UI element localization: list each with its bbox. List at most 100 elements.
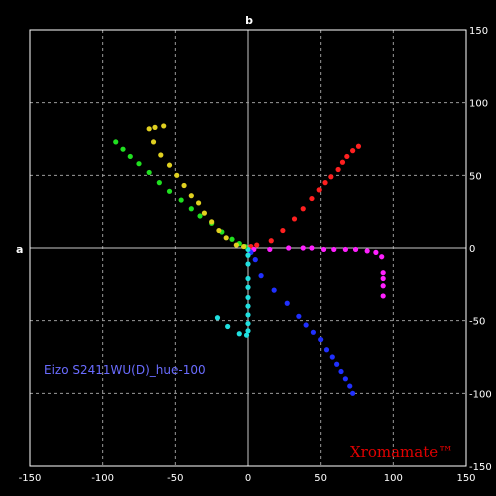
data-point (286, 245, 292, 251)
data-point (243, 332, 250, 338)
x-tick-label: -50 (167, 473, 183, 484)
data-point (323, 347, 330, 353)
y-tick-label: 0 (469, 244, 475, 255)
y-tick-label: 100 (469, 99, 488, 110)
data-point (241, 243, 247, 250)
frame-border (29, 29, 467, 467)
data-point (284, 300, 290, 306)
y-axis-label: b (245, 14, 253, 27)
data-point (296, 313, 302, 319)
data-point (245, 320, 251, 327)
data-point (328, 174, 334, 180)
data-point (271, 287, 277, 293)
data-point (127, 153, 133, 160)
y-tick-label: -100 (469, 389, 492, 400)
data-point (245, 284, 251, 290)
data-point (352, 246, 359, 253)
data-point (236, 331, 242, 337)
data-point (309, 245, 315, 251)
x-tick-label: 50 (314, 473, 327, 484)
data-point (166, 188, 173, 194)
data-point (161, 123, 167, 129)
data-point (342, 246, 348, 253)
data-point (150, 139, 157, 145)
data-point (245, 294, 251, 301)
brand-label: Xromamate™ (350, 443, 453, 461)
y-tick-label: -50 (469, 317, 485, 328)
data-point (197, 213, 203, 219)
data-point (245, 328, 251, 334)
data-point (280, 227, 286, 234)
x-axis-label: a (16, 243, 23, 256)
plot-frame (29, 29, 467, 467)
data-point (245, 252, 251, 258)
data-point (113, 139, 119, 145)
data-point (223, 235, 229, 241)
data-point (146, 126, 152, 132)
data-point (181, 182, 187, 189)
data-point (322, 180, 328, 186)
data-point (373, 249, 379, 255)
data-point (195, 200, 202, 206)
x-tick-label: -100 (91, 473, 114, 484)
data-point (214, 315, 221, 321)
data-point (245, 312, 251, 318)
data-point (245, 275, 251, 282)
data-point (303, 322, 309, 328)
data-point (380, 270, 386, 276)
y-tick-label: 50 (469, 171, 482, 182)
data-point (350, 390, 356, 396)
data-point (320, 246, 327, 253)
data-point (268, 238, 274, 244)
data-point (310, 329, 316, 335)
data-point (188, 193, 194, 199)
data-point (338, 368, 344, 375)
data-point (380, 275, 386, 282)
device-label: Eizo S2411WU(D)_hue-100 (44, 363, 206, 377)
x-tick-label: -150 (19, 473, 42, 484)
data-point (380, 283, 386, 289)
data-points (113, 123, 386, 396)
data-point (216, 227, 222, 234)
data-point (166, 162, 173, 168)
data-point (380, 293, 386, 299)
data-point (379, 254, 385, 260)
data-point (329, 354, 335, 360)
data-point (188, 206, 194, 212)
x-tick-label: 100 (384, 473, 403, 484)
data-point (335, 166, 341, 173)
x-tick-label: 0 (245, 473, 251, 484)
data-point (229, 236, 235, 242)
data-point (316, 187, 322, 193)
data-point (300, 206, 306, 212)
data-point (347, 383, 353, 389)
data-point (245, 261, 251, 267)
data-point (350, 148, 356, 154)
data-point (267, 246, 273, 253)
data-point (342, 376, 348, 382)
data-point (334, 361, 340, 367)
data-point (318, 336, 324, 343)
data-point (152, 124, 158, 130)
data-point (201, 210, 207, 216)
x-tick-label: 150 (456, 473, 475, 484)
data-point (331, 246, 337, 253)
data-point (344, 153, 350, 160)
data-point (120, 146, 126, 152)
data-point (158, 152, 164, 158)
data-point (209, 219, 215, 225)
data-point (233, 242, 239, 248)
data-point (355, 143, 362, 149)
data-point (339, 159, 346, 165)
data-point (178, 197, 184, 203)
data-point (252, 257, 258, 263)
data-point (156, 180, 162, 186)
y-tick-label: -150 (469, 462, 492, 473)
data-point (146, 169, 152, 176)
data-point (225, 323, 231, 330)
data-point (309, 195, 315, 202)
data-point (136, 161, 142, 167)
data-point (300, 245, 306, 251)
